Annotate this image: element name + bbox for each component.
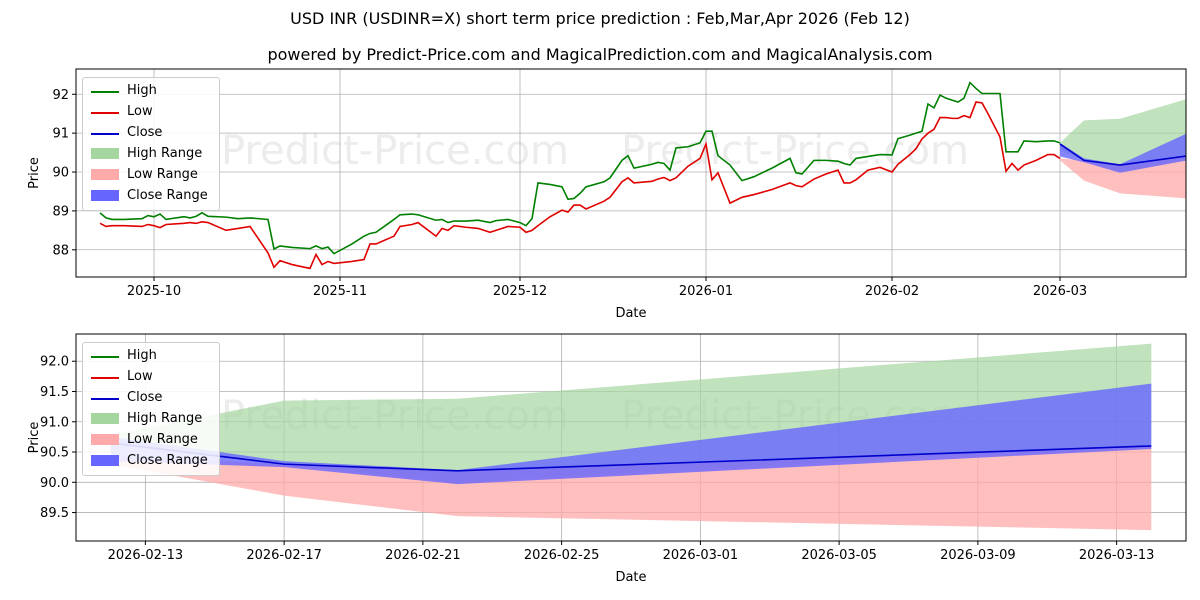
legend-close-range-swatch	[91, 190, 119, 201]
y-tick-label: 90.0	[40, 476, 69, 491]
y-tick-label: 90.5	[40, 446, 69, 461]
y-tick-label: 91.0	[40, 415, 69, 430]
x-tick-label: 2026-03-05	[801, 548, 877, 563]
close-range-band	[1060, 133, 1186, 173]
legend-close-range-label: Close Range	[127, 188, 208, 203]
watermark-text: Predict-Price.com	[621, 538, 969, 584]
y-tick-label: 90	[52, 166, 69, 181]
chart-title: USD INR (USDINR=X) short term price pred…	[290, 9, 910, 28]
high-price-line	[99, 81, 1061, 255]
x-tick-label: 2026-03-13	[1079, 548, 1155, 563]
watermark-text: Predict-Price.com	[621, 273, 969, 319]
legend-close-swatch	[91, 133, 119, 135]
legend-low-label: Low	[127, 369, 153, 384]
y-tick-label: 92.0	[40, 355, 69, 370]
legend-low-swatch	[91, 377, 119, 379]
x-tick-label: 2025-10	[127, 284, 181, 299]
watermark-text: Predict-Price.com	[221, 128, 569, 174]
x-tick-label: 2026-03	[1033, 284, 1087, 299]
x-tick-label: 2026-02-13	[108, 548, 184, 563]
watermark-text: Predict-Price.com	[621, 128, 969, 174]
legend-close-range-swatch	[91, 455, 119, 466]
plot-frame	[75, 68, 1187, 278]
watermark-text: Predict-Price.com	[221, 273, 569, 319]
x-tick-label: 2026-02-25	[524, 548, 600, 563]
low-range-band	[110, 445, 1152, 531]
legend-high-swatch	[91, 356, 119, 358]
x-tick-label: 2026-02-21	[385, 548, 461, 563]
legend-high-range-label: High Range	[127, 411, 203, 426]
legend-low-range-swatch	[91, 434, 119, 445]
legend-low-range-swatch	[91, 169, 119, 180]
legend-high-label: High	[127, 348, 157, 363]
x-tick-label: 2026-01	[679, 284, 733, 299]
top-chart-legend: High Low Close High Range Low Range Clos…	[82, 77, 220, 211]
bottom-plot-area: Predict-Price.comPredict-Price.comPredic…	[76, 334, 1186, 584]
close-range-band	[110, 383, 1152, 485]
y-tick-label: 91.5	[40, 385, 69, 400]
y-axis-label: Price	[27, 422, 42, 454]
legend-high-range-label: High Range	[127, 146, 203, 161]
legend-low-range-label: Low Range	[127, 432, 198, 447]
y-tick-label: 89.5	[40, 506, 69, 521]
top-plot-area: Predict-Price.com Predict-Price.com Predic…	[76, 69, 1186, 319]
legend-close-label: Close	[127, 125, 163, 140]
x-axis-label: Date	[615, 306, 646, 321]
x-tick-label: 2026-03-09	[940, 548, 1016, 563]
x-tick-label: 2026-03-01	[663, 548, 739, 563]
y-tick-label: 89	[52, 204, 69, 219]
y-tick-label: 91	[52, 127, 69, 142]
legend-high-range-swatch	[91, 148, 119, 159]
x-axis-label: Date	[615, 570, 646, 585]
x-tick-label: 2026-02-17	[246, 548, 322, 563]
close-price-line	[1059, 143, 1186, 166]
low-range-band	[1060, 156, 1186, 199]
y-tick-label: 88	[52, 243, 69, 258]
legend-low-label: Low	[127, 104, 153, 119]
plot-frame	[75, 333, 1187, 542]
legend-close-range-label: Close Range	[127, 453, 208, 468]
legend-low-range-label: Low Range	[127, 167, 198, 182]
bottom-chart-legend: High Low Close High Range Low Range Clos…	[82, 342, 220, 476]
legend-close-label: Close	[127, 390, 163, 405]
watermark-text: Predict-Price.com	[221, 538, 569, 584]
chart-subtitle: powered by Predict-Price.com and Magical…	[267, 45, 933, 64]
legend-high-range-swatch	[91, 413, 119, 424]
y-axis-label: Price	[27, 157, 42, 189]
x-tick-label: 2026-02	[865, 284, 919, 299]
legend-low-swatch	[91, 112, 119, 114]
legend-close-swatch	[91, 398, 119, 400]
legend-high-swatch	[91, 91, 119, 93]
x-tick-label: 2025-11	[313, 284, 367, 299]
legend-high-label: High	[127, 83, 157, 98]
y-tick-label: 92	[52, 88, 69, 103]
low-price-line	[99, 101, 1061, 270]
x-tick-label: 2025-12	[493, 284, 547, 299]
